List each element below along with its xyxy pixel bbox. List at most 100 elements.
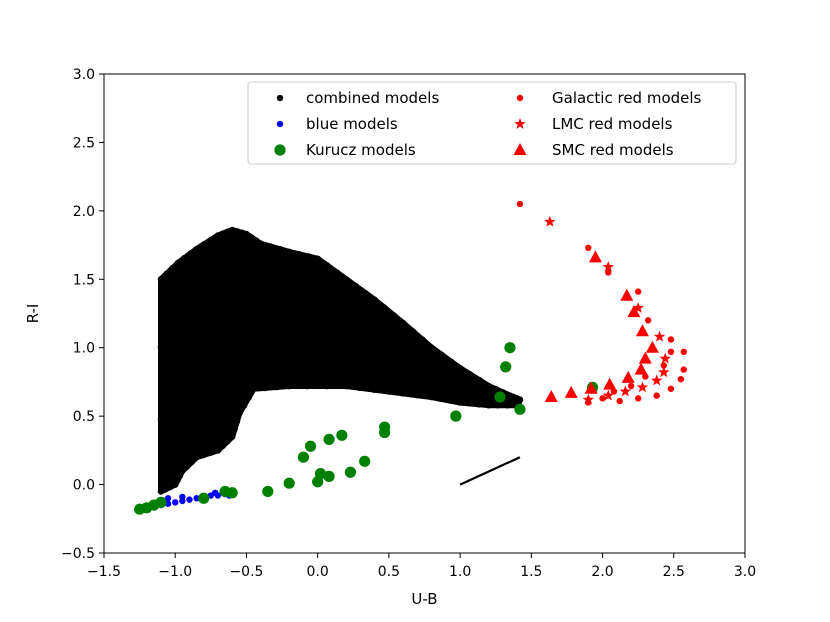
kurucz-models-point (314, 468, 327, 480)
smc-red-models-point (645, 340, 659, 353)
combined-model-point (174, 259, 182, 267)
x-axis-label: U-B (411, 590, 437, 608)
legend-marker-kurucz-models (274, 144, 286, 156)
combined-model-point (250, 385, 257, 393)
combined-model-point (447, 358, 455, 365)
smc-red-models-point (621, 370, 635, 383)
combined-model-point (399, 389, 406, 397)
combined-model-point (456, 364, 464, 372)
lmc-red-models-point (650, 374, 663, 386)
combined-model-point (245, 393, 253, 401)
y-tick-label: 2.0 (73, 204, 95, 220)
kurucz-models-point (304, 440, 317, 452)
combined-model-point (428, 344, 435, 352)
lmc-red-models-point (658, 366, 670, 378)
legend: combined models blue models Kurucz model… (247, 81, 737, 165)
combined-model-point (385, 388, 393, 395)
x-tick-label: 3.0 (734, 564, 756, 580)
combined-model-point (438, 351, 445, 358)
combined-model-point (492, 385, 500, 393)
y-tick-label: 2.5 (73, 135, 95, 151)
galactic-red-models-point (677, 375, 685, 383)
galactic-red-models-point (634, 395, 642, 402)
legend-label-blue: blue models (306, 115, 398, 133)
blue-models-point (179, 493, 186, 501)
kurucz-models-point (514, 403, 526, 415)
combined-model-point (214, 447, 222, 454)
combined-model-point (163, 270, 171, 278)
kurucz-models-point (226, 487, 238, 499)
x-tick-label: 2.5 (663, 564, 685, 580)
y-tick-label: 3.0 (73, 67, 95, 83)
galactic-red-models-point (585, 244, 592, 252)
combined-model-point (390, 312, 398, 319)
smc-red-models-point (634, 362, 648, 375)
legend-label-smc: SMC red models (552, 141, 674, 159)
legend-label-galactic: Galactic red models (552, 89, 702, 107)
x-tick-label: −1.0 (158, 564, 192, 580)
combined-model-point (243, 230, 250, 238)
combined-model-point (233, 418, 241, 425)
y-axis-label: R-I (24, 304, 42, 324)
galactic-red-models-point (642, 373, 649, 380)
smc-red-models-point (635, 324, 649, 337)
galactic-red-models-point (667, 336, 675, 343)
x-tick-label: 1.0 (449, 564, 471, 580)
combined-model-point (295, 250, 303, 258)
combined-model-point (247, 234, 255, 241)
kurucz-models-point (198, 492, 210, 504)
kurucz-models-point (494, 391, 506, 403)
combined-model-point (219, 442, 226, 450)
lmc-red-models-point (582, 393, 595, 405)
galactic-red-models-point (653, 392, 660, 399)
legend-label-combined: combined models (306, 89, 439, 107)
combined-model-point (381, 304, 388, 312)
galactic-red-models-point (610, 388, 618, 395)
lmc-red-models-point (602, 260, 614, 272)
combined-model-point (181, 254, 188, 262)
combined-model-point (228, 433, 236, 440)
blue-models-point (193, 495, 200, 502)
combined-model-point (267, 243, 274, 250)
kurucz-models-point (500, 361, 512, 373)
kurucz-models-point (379, 421, 391, 433)
lmc-red-models-point (659, 352, 671, 364)
x-tick-label: −1.5 (87, 564, 121, 580)
combined-model-point (162, 485, 169, 493)
combined-model-point (342, 275, 350, 283)
legend-marker-combined-models (276, 94, 284, 102)
combined-model-point (273, 383, 281, 391)
x-tick-label: −0.5 (229, 564, 263, 580)
combined-model-point (371, 296, 378, 304)
combined-model-point (476, 377, 483, 384)
combined-model-point (465, 400, 473, 407)
combined-model-point (342, 382, 350, 390)
galactic-red-models-point (680, 366, 687, 373)
combined-model-point (504, 401, 511, 409)
y-tick-label: 0.5 (73, 409, 95, 425)
x-tick-label: 0.5 (378, 564, 400, 580)
combined-model-point (231, 425, 238, 433)
kurucz-models-point (504, 342, 516, 354)
combined-model-point (494, 401, 502, 409)
series-layer (134, 200, 687, 515)
y-tick-label: 1.0 (73, 341, 95, 357)
y-axis-ticks: −0.5 0.0 0.5 1.0 1.5 2.0 2.5 3.0 (61, 67, 104, 562)
smc-red-models-point (588, 250, 602, 263)
combined-model-point (413, 391, 421, 399)
combined-model-point (304, 382, 311, 390)
combined-model-point (447, 397, 454, 404)
combined-model-point (157, 275, 165, 283)
galactic-red-models-point (634, 288, 642, 295)
combined-model-point (352, 282, 360, 290)
combined-model-point (285, 248, 293, 256)
combined-model-point (409, 328, 417, 335)
legend-box (247, 81, 737, 165)
lmc-red-models-point (602, 389, 614, 401)
galactic-red-models-point (644, 317, 652, 324)
combined-model-point (323, 382, 331, 390)
combined-model-point (207, 236, 215, 244)
kurucz-models-point (262, 485, 274, 498)
galactic-red-models-point (667, 385, 675, 392)
galactic-red-models-point (667, 348, 675, 356)
